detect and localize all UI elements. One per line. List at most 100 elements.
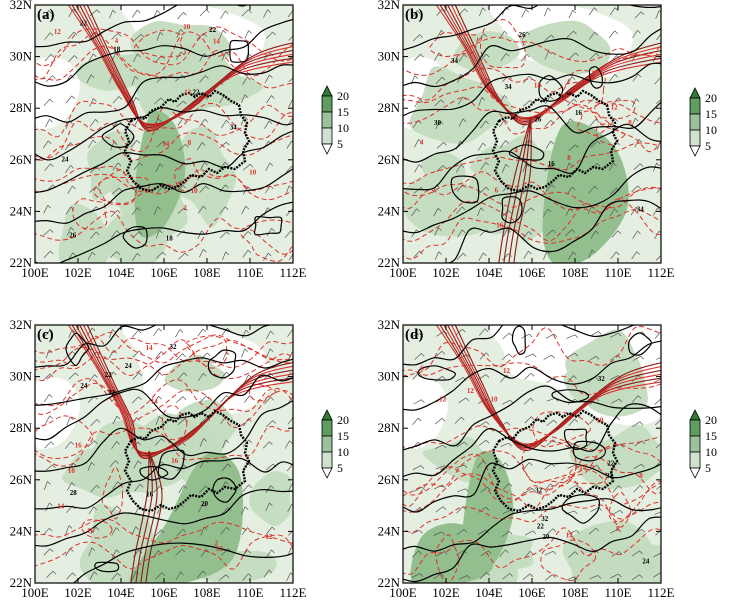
frontal-contour bbox=[86, 325, 293, 460]
black-contour bbox=[35, 168, 293, 224]
wind-barb bbox=[455, 464, 468, 469]
wind-barb bbox=[65, 165, 74, 174]
wind-barb bbox=[241, 205, 250, 215]
black-contour-closed bbox=[588, 66, 604, 89]
wind-barb bbox=[521, 9, 530, 18]
y-tick-label: 26N bbox=[10, 472, 33, 487]
wind-barb bbox=[610, 251, 620, 260]
wind-barb bbox=[632, 355, 645, 361]
wind-barb bbox=[285, 209, 293, 216]
wind-barb bbox=[132, 9, 141, 18]
wind-barb bbox=[413, 34, 423, 42]
colorbar-label: 15 bbox=[337, 429, 349, 443]
wind-barb bbox=[656, 98, 661, 104]
wind-barb bbox=[631, 251, 640, 260]
colorbar-segment bbox=[689, 129, 701, 147]
y-tick-label: 24N bbox=[378, 203, 401, 218]
colorbar-top-triangle bbox=[689, 409, 701, 421]
black-contour-label: 32 bbox=[598, 375, 606, 383]
wind-barb bbox=[175, 396, 187, 403]
x-tick-label: 108E bbox=[561, 585, 589, 600]
wind-barb bbox=[200, 161, 208, 171]
wind-barb bbox=[610, 332, 622, 338]
wind-barb bbox=[568, 530, 580, 535]
wind-barb bbox=[524, 353, 537, 358]
wind-barb bbox=[111, 230, 120, 239]
frontal-contour bbox=[79, 325, 293, 457]
wind-barb bbox=[112, 415, 121, 425]
black-contour-label: 32 bbox=[541, 515, 549, 523]
wind-barb bbox=[44, 54, 55, 62]
wind-barb bbox=[112, 162, 122, 171]
wind-barb bbox=[480, 162, 490, 170]
wind-barb bbox=[478, 439, 490, 446]
black-contour-closed bbox=[511, 325, 526, 355]
y-tick-label: 26N bbox=[378, 472, 401, 487]
red-dashed-contour bbox=[81, 519, 113, 539]
wind-barb bbox=[611, 398, 623, 404]
wind-barb bbox=[411, 208, 420, 217]
black-contour-label: 24 bbox=[642, 558, 650, 566]
x-tick-label: 100E bbox=[21, 265, 49, 280]
province-boundary bbox=[123, 409, 251, 513]
red-contour-label: 14 bbox=[146, 344, 154, 352]
frontal-contour bbox=[454, 325, 661, 452]
wind-barb bbox=[155, 572, 166, 580]
red-contour-label: 10 bbox=[68, 467, 76, 475]
red-contour-label: 10 bbox=[491, 395, 499, 403]
wind-barb bbox=[656, 485, 661, 490]
wind-barb bbox=[43, 481, 51, 491]
wind-barb bbox=[43, 229, 54, 236]
wind-barb bbox=[588, 355, 600, 362]
red-dashed-contour bbox=[35, 339, 293, 379]
wind-barb bbox=[653, 572, 661, 578]
frontal-contour bbox=[75, 325, 293, 456]
red-contour-label: 8 bbox=[616, 525, 620, 533]
red-dashed-contour bbox=[35, 331, 293, 364]
wind-barb bbox=[567, 375, 577, 383]
wind-barb bbox=[88, 139, 97, 149]
contour-layer bbox=[35, 5, 293, 263]
red-dashed-contour bbox=[185, 335, 228, 369]
red-dashed-contour bbox=[403, 86, 661, 124]
red-contour-label: 12 bbox=[439, 396, 447, 404]
black-contour bbox=[403, 385, 661, 451]
colorbar-segment bbox=[321, 435, 333, 453]
wind-barb bbox=[87, 462, 95, 471]
black-contour-closed bbox=[207, 349, 237, 379]
wind-barb bbox=[412, 465, 425, 471]
black-contour bbox=[35, 488, 293, 547]
wind-barb bbox=[522, 573, 534, 580]
wind-barb bbox=[67, 31, 78, 39]
wind-barb bbox=[568, 551, 579, 558]
wind-barb bbox=[44, 394, 53, 403]
frontal-contour bbox=[447, 5, 661, 123]
red-dashed-contour bbox=[35, 415, 94, 459]
panel-c: 32 24 20 24 28 32 22 16 14 2 10 16 14 16 14 12 12 16 100E 1… bbox=[10, 317, 307, 600]
wind-barb bbox=[632, 421, 644, 427]
wind-barb bbox=[43, 527, 53, 536]
x-tick-label: 100E bbox=[389, 585, 417, 600]
red-dashed-contour bbox=[403, 453, 661, 505]
red-dashed-contour bbox=[35, 104, 293, 160]
y-tick-label: 28N bbox=[378, 420, 401, 435]
wind-barb bbox=[264, 120, 273, 129]
red-contour-label: 16 bbox=[171, 457, 179, 465]
frontal-contour bbox=[71, 325, 293, 455]
black-contour-label: 18 bbox=[166, 234, 174, 242]
wind-barb bbox=[522, 100, 534, 107]
black-contour-closed bbox=[450, 175, 480, 204]
wind-barb bbox=[175, 571, 184, 581]
wind-barb bbox=[479, 352, 490, 360]
wind-barb bbox=[266, 31, 276, 39]
wind-barb bbox=[434, 418, 446, 425]
wind-barb bbox=[588, 31, 598, 40]
colorbar-label: 10 bbox=[705, 123, 717, 137]
wind-barb bbox=[44, 441, 55, 449]
wind-barb bbox=[132, 350, 143, 358]
wind-barb bbox=[411, 333, 424, 338]
frontal-contour bbox=[130, 450, 150, 583]
wind-barb bbox=[262, 441, 273, 449]
x-tick-label: 112E bbox=[648, 265, 675, 280]
wind-barb bbox=[502, 483, 513, 491]
